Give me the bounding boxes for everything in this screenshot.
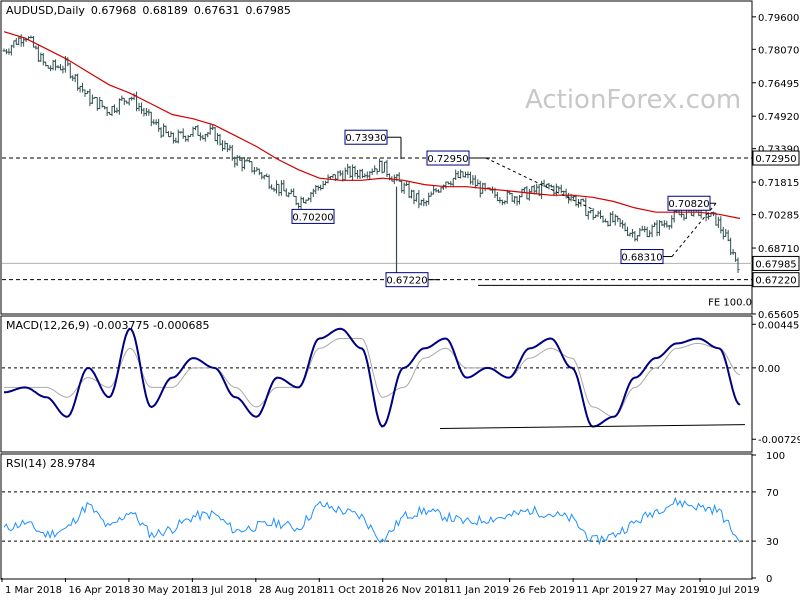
macd-y-tick-label: -0.007298 [758, 435, 800, 446]
price-y-tick-label: 0.78070 [758, 45, 799, 56]
rsi-y-tick-label: 100 [766, 451, 785, 462]
moving-average-line [3, 31, 741, 220]
close-value: 0.67985 [245, 4, 291, 17]
macd-y-tick-label: 0.004456 [758, 320, 800, 331]
timeframe-label: Daily [57, 4, 85, 17]
rsi-title: RSI(14) 28.9784 [6, 457, 95, 470]
price-annotation-box [344, 129, 388, 145]
current-price-box [752, 255, 800, 271]
high-value: 0.68189 [142, 4, 188, 17]
fe-label: FE 100.0 [708, 297, 752, 308]
open-value: 0.67968 [91, 4, 137, 17]
price-annotation-box [385, 272, 429, 288]
price-annotation-label: 0.72950 [427, 154, 468, 165]
price-annotation-label: 0.67220 [386, 276, 427, 287]
x-tick-label: 11 Apr 2019 [576, 585, 638, 596]
price-annotation-label: 0.70200 [292, 212, 333, 223]
x-tick-label: 11 Oct 2018 [322, 585, 384, 596]
level-box-label: 0.67220 [755, 276, 796, 287]
price-y-tick-label: 0.79600 [758, 13, 799, 24]
price-y-tick-label: 0.73390 [758, 145, 799, 156]
x-tick-label: 1 Mar 2018 [5, 585, 62, 596]
macd-line [3, 327, 741, 428]
price-annotation-box [426, 150, 470, 166]
low-value: 0.67631 [194, 4, 240, 17]
price-y-tick-label: 0.74920 [758, 112, 799, 123]
x-tick-label: 11 Jan 2019 [449, 585, 509, 596]
x-tick-label: 26 Nov 2018 [386, 585, 450, 596]
rsi-y-tick-label: 0 [766, 574, 772, 585]
x-tick-label: 16 Apr 2018 [68, 585, 130, 596]
watermark: ActionForex.com [525, 85, 741, 115]
macd-divergence-line [439, 424, 746, 430]
macd-panel-frame [0, 315, 753, 453]
price-annotation-box [291, 208, 335, 224]
price-annotation-label: 0.73930 [345, 133, 386, 144]
x-tick-label: 26 Feb 2019 [513, 585, 575, 596]
price-panel-frame [0, 0, 753, 315]
x-tick-label: 27 May 2019 [640, 585, 705, 596]
x-tick-label: 13 Jul 2018 [195, 585, 252, 596]
macd-y-tick-label: 0.00 [758, 364, 780, 375]
macd-title: MACD(12,26,9) -0.003775 -0.000685 [6, 319, 209, 332]
price-y-tick-label: 0.76495 [758, 79, 799, 90]
label-layer: 0.79600 0.78070 0.76495 0.74920 0.73390 0.718… [1, 13, 800, 596]
price-y-tick-label: 0.70285 [758, 211, 799, 222]
x-tick-label: 10 Jul 2019 [703, 585, 760, 596]
price-y-tick-label: 0.71815 [758, 178, 799, 189]
chart-header: AUDUSD,Daily 0.67968 0.68189 0.67631 0.67985 [6, 4, 291, 17]
trend-line [485, 157, 593, 210]
price-annotation-label: 0.68310 [621, 253, 662, 264]
price-y-tick-label: 0.68710 [758, 244, 799, 255]
rsi-line [3, 496, 741, 546]
rsi-y-tick-label: 70 [766, 488, 779, 499]
x-tick-label: 28 Aug 2018 [259, 585, 323, 596]
price-annotation-label: 0.70820 [668, 199, 709, 210]
level-box [752, 272, 800, 288]
current-price-label: 0.67985 [755, 259, 796, 270]
rsi-panel-frame [0, 453, 753, 580]
price-annotation-box [667, 195, 711, 211]
price-annotation-box [620, 249, 664, 265]
level-box [752, 150, 800, 166]
rsi-y-tick-label: 30 [766, 537, 779, 548]
x-tick-label: 30 May 2018 [132, 585, 197, 596]
symbol-label: AUDUSD [6, 4, 54, 17]
plot-layer [2, 31, 752, 546]
price-y-tick-label: 0.65605 [758, 310, 799, 321]
level-box-label: 0.72950 [755, 154, 796, 165]
